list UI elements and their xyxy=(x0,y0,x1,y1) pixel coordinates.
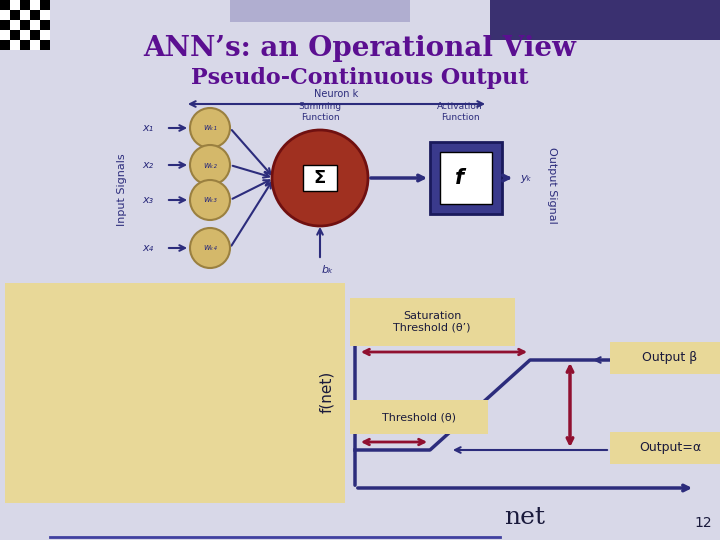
Bar xyxy=(230,0,410,22)
Bar xyxy=(490,0,720,40)
Text: Pseudo-Continuous Output: Pseudo-Continuous Output xyxy=(192,67,528,89)
Bar xyxy=(30,10,40,20)
Bar xyxy=(10,20,20,30)
Bar xyxy=(40,0,50,10)
Bar xyxy=(5,283,345,503)
Bar xyxy=(10,0,20,10)
Text: wₖ₃: wₖ₃ xyxy=(203,195,217,205)
Bar xyxy=(440,152,492,204)
Text: x₃: x₃ xyxy=(143,195,153,205)
Bar xyxy=(30,30,40,40)
Circle shape xyxy=(190,180,230,220)
Text: net: net xyxy=(505,507,546,530)
Bar xyxy=(610,432,720,464)
Bar xyxy=(40,10,50,20)
Text: wₖ₁: wₖ₁ xyxy=(203,124,217,132)
Text: yₖ: yₖ xyxy=(520,173,531,183)
Text: Σ: Σ xyxy=(314,169,326,187)
Bar xyxy=(20,30,30,40)
Text: Neuron k: Neuron k xyxy=(315,89,359,99)
Bar xyxy=(350,400,488,434)
Circle shape xyxy=(190,108,230,148)
Bar xyxy=(30,40,40,50)
Text: Threshold (θ): Threshold (θ) xyxy=(382,412,456,422)
Circle shape xyxy=(190,145,230,185)
Bar xyxy=(610,342,720,374)
Text: Summing
Function: Summing Function xyxy=(298,102,341,122)
Text: x₄: x₄ xyxy=(143,243,153,253)
Text: f(net): f(net) xyxy=(320,370,335,413)
Text: 12: 12 xyxy=(694,516,712,530)
Bar xyxy=(350,298,515,346)
Bar xyxy=(0,10,10,20)
Text: x₂: x₂ xyxy=(143,160,153,170)
Bar xyxy=(40,20,50,30)
Bar xyxy=(20,20,30,30)
Bar xyxy=(303,165,337,191)
Text: Output=α: Output=α xyxy=(639,442,701,455)
Bar xyxy=(10,30,20,40)
Bar xyxy=(10,10,20,20)
Bar xyxy=(0,30,10,40)
Text: Output Signal: Output Signal xyxy=(547,147,557,224)
Text: wₖ₄: wₖ₄ xyxy=(203,244,217,253)
Bar xyxy=(20,40,30,50)
Ellipse shape xyxy=(272,130,368,226)
Bar xyxy=(40,40,50,50)
Text: Saturation
Threshold (θ’): Saturation Threshold (θ’) xyxy=(393,311,471,333)
Bar xyxy=(10,40,20,50)
Text: Activation
Function: Activation Function xyxy=(437,102,483,122)
Bar xyxy=(0,40,10,50)
Text: wₖ₂: wₖ₂ xyxy=(203,160,217,170)
Text: bₖ: bₖ xyxy=(322,265,334,275)
Text: Input Signals: Input Signals xyxy=(117,154,127,226)
Text: Output β: Output β xyxy=(642,352,698,365)
Circle shape xyxy=(190,228,230,268)
Text: x₁: x₁ xyxy=(143,123,153,133)
Text: ANN’s: an Operational View: ANN’s: an Operational View xyxy=(143,35,577,62)
Bar xyxy=(30,0,40,10)
Bar xyxy=(430,142,502,214)
Bar xyxy=(20,0,30,10)
Bar xyxy=(30,20,40,30)
Bar xyxy=(40,30,50,40)
Bar xyxy=(0,20,10,30)
Text: f: f xyxy=(456,168,464,188)
Bar xyxy=(0,0,10,10)
Bar xyxy=(20,10,30,20)
